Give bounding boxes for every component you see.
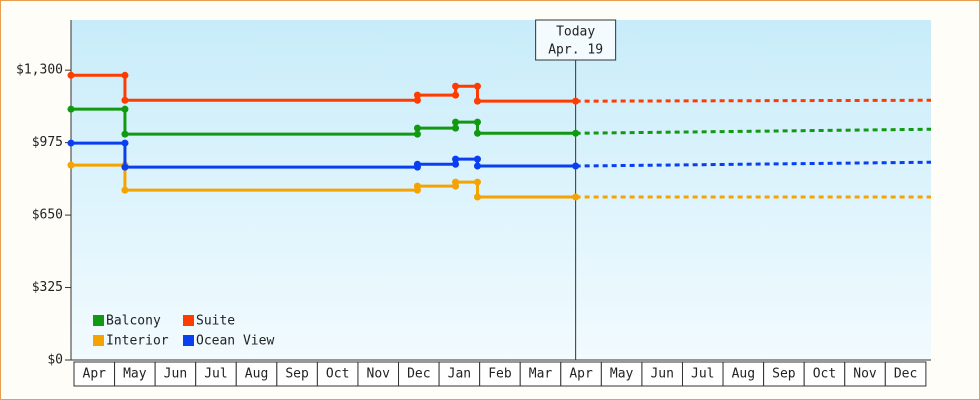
- legend-swatch: [183, 315, 194, 326]
- price-point: [452, 91, 460, 99]
- price-point: [572, 129, 580, 137]
- x-tick-label: May: [123, 367, 147, 382]
- price-point: [572, 97, 580, 105]
- price-point: [473, 129, 481, 137]
- month-box: [560, 361, 602, 387]
- x-tick-label: Apr: [83, 367, 107, 382]
- price-point: [572, 193, 580, 201]
- month-box: [803, 361, 846, 387]
- price-point: [473, 178, 481, 186]
- month-box: [357, 361, 400, 387]
- price-point: [413, 91, 421, 99]
- x-tick-label: Feb: [488, 367, 512, 382]
- price-point: [452, 82, 460, 90]
- price-point: [121, 130, 129, 138]
- x-tick-label: Sep: [285, 367, 309, 382]
- legend-label: Suite: [196, 314, 235, 329]
- price-line: [71, 107, 576, 136]
- x-tick-label: Nov: [367, 367, 391, 382]
- price-point: [121, 163, 129, 171]
- price-point: [121, 96, 129, 104]
- price-point: [67, 105, 75, 113]
- price-point: [121, 139, 129, 147]
- price-point: [121, 105, 129, 113]
- month-box: [195, 361, 237, 387]
- price-point: [121, 71, 129, 79]
- price-point: [67, 139, 75, 147]
- price-point: [572, 162, 580, 170]
- price-point: [452, 160, 460, 168]
- y-tick-label: $1,300: [16, 63, 63, 78]
- month-box: [641, 361, 683, 387]
- month-box: [681, 361, 724, 387]
- price-point: [452, 124, 460, 132]
- x-tick-label: Aug: [732, 367, 755, 382]
- legend-swatch: [93, 315, 104, 326]
- price-point: [473, 118, 481, 126]
- x-tick-label: Jan: [448, 367, 471, 382]
- month-box: [316, 361, 359, 387]
- x-tick-label: Apr: [569, 367, 593, 382]
- today-date: Apr. 19: [548, 43, 603, 58]
- x-tick-label: Oct: [326, 367, 349, 382]
- x-tick-label: Mar: [529, 367, 553, 382]
- month-box: [763, 361, 805, 387]
- legend-label: Ocean View: [196, 334, 274, 349]
- month-box: [398, 361, 440, 387]
- month-box: [438, 361, 481, 387]
- price-point: [413, 96, 421, 104]
- price-point: [473, 155, 481, 163]
- price-point: [413, 124, 421, 132]
- x-tick-label: Jun: [650, 367, 673, 382]
- month-box: [114, 361, 156, 387]
- price-point: [473, 97, 481, 105]
- y-tick-label: $650: [32, 208, 63, 223]
- month-box: [722, 361, 765, 387]
- x-tick-label: Jun: [164, 367, 187, 382]
- today-box: [535, 19, 617, 61]
- x-tick-label: Dec: [407, 367, 430, 382]
- month-box: [600, 361, 643, 387]
- month-box: [73, 361, 116, 387]
- price-point: [473, 162, 481, 170]
- legend-swatch: [93, 335, 104, 346]
- x-tick-label: Dec: [894, 367, 917, 382]
- price-point: [121, 186, 129, 194]
- legend-label: Balcony: [106, 314, 161, 329]
- x-tick-label: Aug: [245, 367, 268, 382]
- price-point: [413, 160, 421, 168]
- x-tick-label: Nov: [853, 367, 877, 382]
- x-tick-label: May: [610, 367, 634, 382]
- price-point: [67, 71, 75, 79]
- legend-label: Interior: [106, 334, 169, 349]
- price-point: [67, 161, 75, 169]
- month-box: [276, 361, 318, 387]
- month-box: [844, 361, 886, 387]
- y-tick-label: $325: [32, 280, 63, 295]
- month-box: [154, 361, 197, 387]
- x-tick-label: Oct: [813, 367, 836, 382]
- price-point: [452, 118, 460, 126]
- price-point: [473, 82, 481, 90]
- today-label: Today: [556, 25, 595, 40]
- price-line: [71, 163, 576, 199]
- price-point: [452, 178, 460, 186]
- x-tick-label: Jul: [204, 367, 227, 382]
- y-tick-label: $975: [32, 135, 63, 150]
- price-point: [452, 155, 460, 163]
- price-point: [413, 130, 421, 138]
- price-line: [71, 73, 576, 103]
- x-tick-label: Sep: [772, 367, 796, 382]
- x-tick-label: Jul: [691, 367, 714, 382]
- price-point: [473, 193, 481, 201]
- y-tick-label: $0: [47, 353, 63, 368]
- month-box: [235, 361, 278, 387]
- legend-swatch: [183, 335, 194, 346]
- month-box: [884, 361, 927, 387]
- price-point: [413, 182, 421, 190]
